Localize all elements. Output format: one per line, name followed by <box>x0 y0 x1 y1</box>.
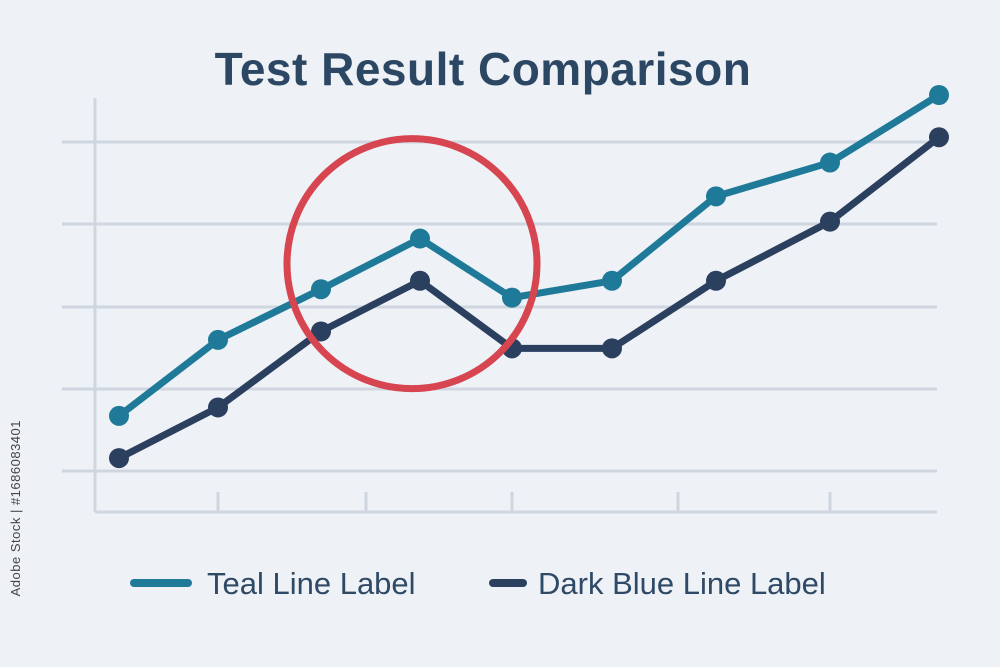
series-2-point-2 <box>208 397 228 418</box>
series-1-point-2 <box>208 329 228 350</box>
series-2-point-6 <box>602 338 622 359</box>
series-1-point-4 <box>410 228 430 249</box>
legend-label-2: Dark Blue Line Label <box>538 566 826 601</box>
series-1-point-8 <box>820 152 840 173</box>
stock-credit: Adobe Stock | #1686083401 <box>8 420 23 597</box>
series-2-point-4 <box>410 270 430 291</box>
legend-label-1: Teal Line Label <box>207 566 416 601</box>
series-1-point-7 <box>706 186 726 207</box>
highlight-layer <box>283 135 541 393</box>
series-1-point-3 <box>311 279 331 300</box>
series-2-point-1 <box>109 448 129 469</box>
axes <box>93 98 937 514</box>
series-1-point-5 <box>502 287 522 308</box>
series-2-point-3 <box>311 321 331 342</box>
series-2-point-9 <box>929 127 949 148</box>
series-1-point-1 <box>109 405 129 426</box>
legend: Teal Line Label Dark Blue Line Label <box>130 566 826 601</box>
series-2-point-8 <box>820 211 840 232</box>
series-layer <box>109 85 949 469</box>
chart-title: Test Result Comparison <box>214 43 752 95</box>
series-1-point-9 <box>929 85 949 105</box>
series-1-point-6 <box>602 270 622 291</box>
grid <box>62 140 937 473</box>
highlight-circle <box>283 135 541 393</box>
series-2-point-7 <box>706 270 726 291</box>
